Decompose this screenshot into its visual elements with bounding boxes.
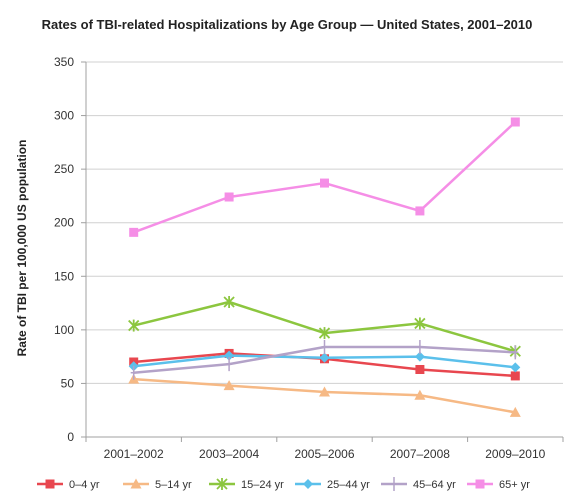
legend-marker <box>216 478 228 490</box>
data-point <box>414 389 426 400</box>
data-point <box>129 227 139 237</box>
marker-shape <box>319 352 330 363</box>
data-point <box>509 406 521 417</box>
x-tick-label: 2001–2002 <box>104 447 164 461</box>
marker-shape <box>510 117 520 127</box>
data-point <box>223 380 235 391</box>
data-point <box>414 317 426 330</box>
marker-shape <box>414 389 426 400</box>
marker-shape <box>415 365 425 374</box>
legend-item: 0–4 yr <box>37 479 100 491</box>
data-point <box>510 117 520 127</box>
marker-shape <box>130 478 142 489</box>
legend-label: 5–14 yr <box>155 479 192 491</box>
y-tick-label: 250 <box>54 162 74 176</box>
y-tick-label: 200 <box>54 216 74 230</box>
data-point <box>318 327 331 340</box>
marker-shape <box>224 192 234 202</box>
data-point <box>130 365 137 380</box>
data-point <box>510 371 520 381</box>
legend-label: 65+ yr <box>499 479 530 491</box>
y-tick-label: 150 <box>54 269 74 283</box>
marker-shape <box>475 479 485 489</box>
data-point <box>319 352 330 363</box>
data-point <box>321 340 328 354</box>
series-1 <box>128 373 521 417</box>
data-point <box>223 296 235 308</box>
marker-shape <box>510 371 520 381</box>
legend-item: 5–14 yr <box>123 478 192 491</box>
legend-label: 45–64 yr <box>413 479 456 491</box>
y-axis-label: Rate of TBI per 100,000 US population <box>15 140 29 357</box>
legend-marker <box>303 479 313 489</box>
legend-item: 15–24 yr <box>209 478 284 491</box>
chart-title: Rates of TBI-related Hospitalizations by… <box>42 17 533 32</box>
y-tick-label: 0 <box>67 430 74 444</box>
marker-shape <box>320 178 329 188</box>
legend-item: 45–64 yr <box>381 477 456 491</box>
series <box>128 117 521 417</box>
legend-item: 65+ yr <box>467 479 530 491</box>
data-point <box>226 357 233 372</box>
series-5 <box>129 117 520 237</box>
y-tick-label: 100 <box>54 323 74 337</box>
axes <box>81 61 564 442</box>
marker-shape <box>303 479 313 489</box>
y-tick-label: 300 <box>54 109 74 123</box>
legend-label: 25–44 yr <box>327 479 370 491</box>
legend-label: 0–4 yr <box>69 479 100 491</box>
y-tick-label: 350 <box>54 55 74 69</box>
series-3 <box>128 350 521 373</box>
legend-marker <box>45 479 55 489</box>
legend-item: 25–44 yr <box>295 479 370 491</box>
marker-shape <box>45 479 55 489</box>
y-tick-labels: 0 50 100 150 200 250 300 350 <box>54 55 74 444</box>
series-4 <box>130 340 519 380</box>
legend-marker <box>391 477 397 491</box>
data-point <box>512 345 519 360</box>
data-point <box>416 340 423 354</box>
y-tick-label: 50 <box>61 376 75 390</box>
x-tick-label: 2007–2008 <box>390 447 450 461</box>
marker-shape <box>224 350 235 361</box>
data-point <box>414 351 425 362</box>
x-tick-label: 2005–2006 <box>294 447 354 461</box>
legend-marker <box>130 478 142 489</box>
legend-label: 15–24 yr <box>241 479 284 491</box>
data-point <box>320 178 329 188</box>
legend-marker <box>475 479 485 489</box>
gridlines <box>86 61 563 384</box>
data-point <box>224 192 234 202</box>
marker-shape <box>319 386 330 397</box>
series-line <box>133 121 517 234</box>
data-point <box>224 350 235 361</box>
marker-shape <box>509 406 521 417</box>
marker-shape <box>414 351 425 362</box>
marker-shape <box>510 362 521 373</box>
x-tick-label: 2003–2004 <box>199 447 259 461</box>
x-tick-label: 2009–2010 <box>485 447 545 461</box>
data-point <box>128 319 140 332</box>
marker-shape <box>129 227 139 237</box>
data-point <box>510 362 521 373</box>
legend: 0–4 yr 5–14 yr 15–24 yr 25–44 yr 45–64 yr 65+… <box>37 477 530 491</box>
x-tick-labels: 2001–2002 2003–2004 2005–2006 2007–2008 2009… <box>104 447 546 461</box>
marker-shape <box>415 206 425 216</box>
marker-shape <box>223 380 235 391</box>
data-point <box>415 206 425 216</box>
data-point <box>415 365 425 374</box>
data-point <box>319 386 330 397</box>
